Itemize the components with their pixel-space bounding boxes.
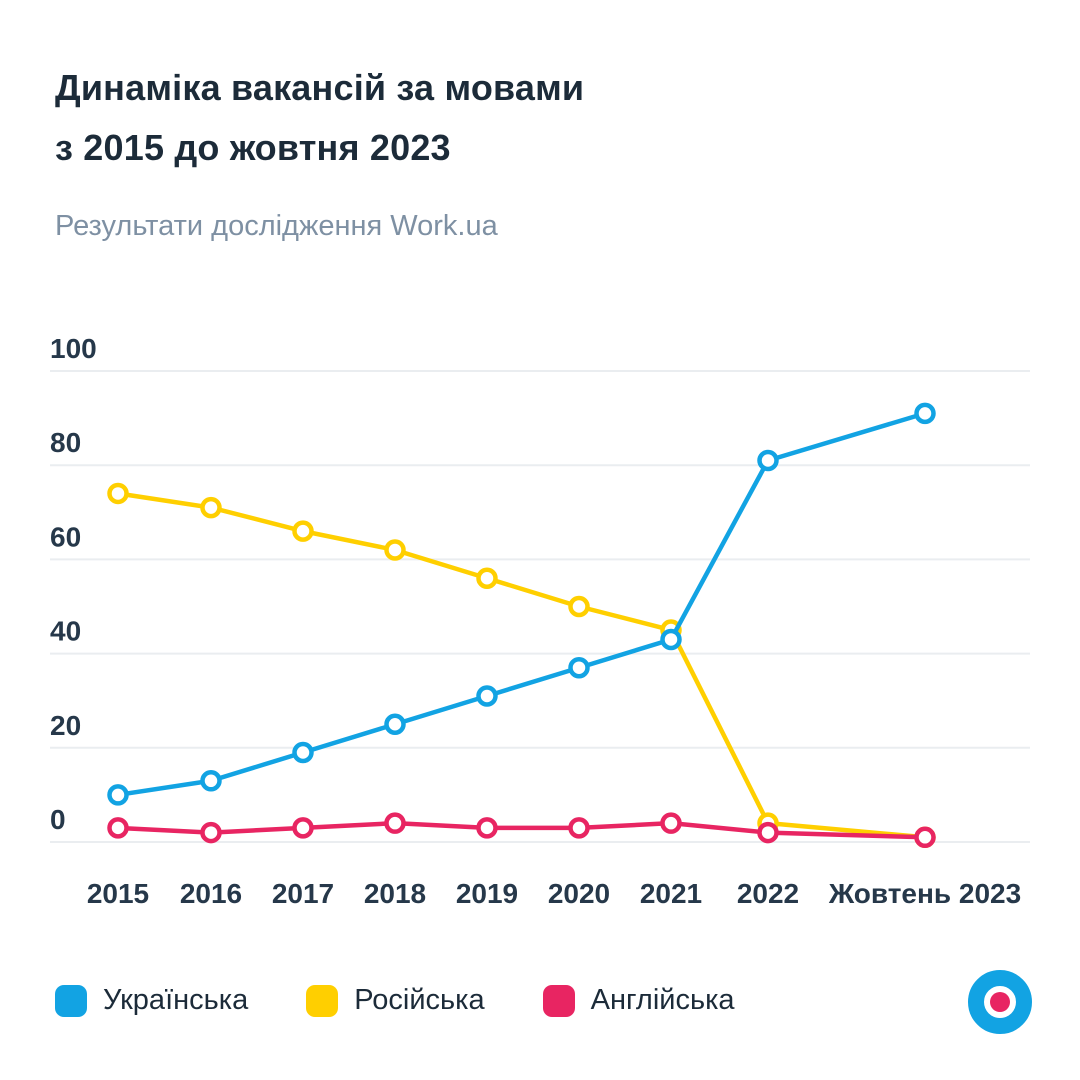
- y-axis-tick-label: 60: [50, 521, 81, 552]
- data-point: [200, 496, 222, 519]
- x-axis-tick-label: 2021: [640, 878, 702, 909]
- legend-item-ukrainian: Українська: [55, 984, 248, 1017]
- data-point: [476, 567, 498, 589]
- data-point: [384, 539, 406, 561]
- data-point: [757, 821, 779, 844]
- series-line-1: [115, 491, 928, 840]
- data-point: [476, 685, 498, 707]
- x-axis-tick-label: 2022: [737, 878, 799, 909]
- data-point: [914, 826, 936, 849]
- x-axis-tick-label: 2017: [272, 878, 334, 909]
- chart-legend: Українська Російська Англійська: [55, 984, 735, 1017]
- page-title: Динаміка вакансій за мовами з 2015 до жо…: [55, 58, 584, 178]
- data-point: [107, 482, 129, 505]
- data-point: [384, 812, 406, 834]
- data-point: [476, 817, 498, 839]
- legend-label-english: Англійська: [590, 984, 735, 1016]
- y-axis-tick-label: 0: [50, 804, 66, 835]
- data-point: [914, 402, 936, 425]
- x-axis-tick-label: Жовтень 2023: [828, 878, 1021, 909]
- x-axis-tick-label: 2018: [364, 878, 426, 909]
- logo-center-dot: [990, 992, 1010, 1012]
- legend-swatch-russian-icon: [306, 984, 339, 1017]
- page-subtitle: Результати дослідження Work.ua: [55, 210, 498, 242]
- data-point: [292, 520, 314, 542]
- data-point: [660, 812, 682, 834]
- x-axis-tick-label: 2016: [180, 878, 242, 909]
- data-point: [292, 817, 314, 839]
- page-title-line-1: Динаміка вакансій за мовами: [55, 67, 585, 108]
- legend-item-russian: Російська: [306, 984, 485, 1017]
- legend-label-russian: Російська: [354, 984, 485, 1016]
- data-point: [292, 741, 314, 764]
- x-axis-tick-label: 2019: [456, 878, 518, 909]
- legend-label-ukrainian: Українська: [103, 984, 249, 1016]
- legend-item-english: Англійська: [542, 984, 735, 1017]
- data-point: [107, 817, 129, 839]
- data-point: [660, 628, 682, 651]
- legend-swatch-english-icon: [542, 984, 575, 1017]
- data-point: [200, 770, 222, 792]
- data-point: [568, 595, 590, 618]
- y-axis-tick-label: 40: [50, 616, 81, 647]
- work-ua-logo-icon: [968, 970, 1032, 1034]
- data-point: [568, 656, 590, 679]
- series-line-0: [115, 411, 928, 798]
- y-axis-tick-label: 20: [50, 710, 81, 741]
- data-point: [757, 449, 779, 472]
- data-point: [384, 713, 406, 735]
- data-point: [568, 817, 590, 839]
- data-point: [200, 821, 222, 844]
- page-title-line-2: з 2015 до жовтня 2023: [55, 127, 451, 168]
- header: Динаміка вакансій за мовами з 2015 до жо…: [55, 58, 584, 243]
- legend-swatch-ukrainian-icon: [55, 984, 87, 1017]
- y-axis-tick-label: 80: [50, 427, 81, 458]
- x-axis-tick-label: 2015: [87, 878, 149, 909]
- x-axis-tick-label: 2020: [548, 878, 610, 909]
- data-point: [107, 784, 129, 806]
- y-axis-tick-label: 100: [50, 333, 97, 364]
